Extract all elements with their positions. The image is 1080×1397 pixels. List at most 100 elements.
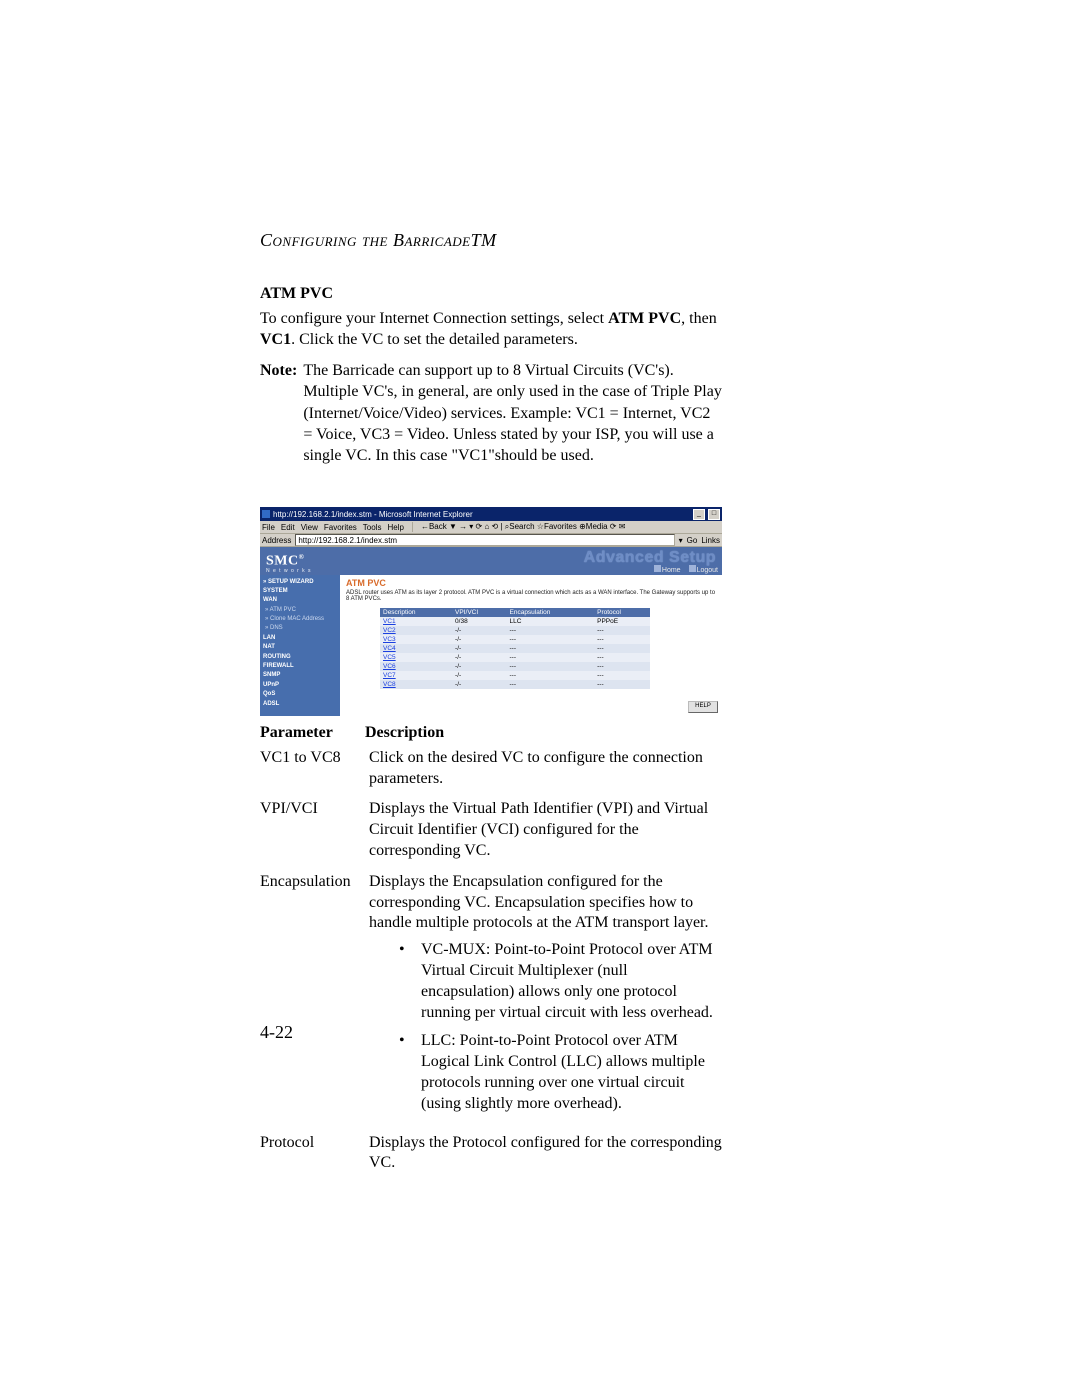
- vc-link[interactable]: VC8: [383, 681, 396, 688]
- section-heading: ATM PVC: [260, 283, 722, 304]
- vc-link[interactable]: VC1: [383, 618, 396, 625]
- vc-cell[interactable]: VC8: [380, 680, 452, 689]
- menu-help[interactable]: Help: [387, 523, 403, 532]
- links-label[interactable]: Links: [701, 536, 720, 545]
- param-name: VPI/VCI: [260, 799, 369, 861]
- address-value: http://192.168.2.1/index.stm: [298, 536, 397, 545]
- sidebar-item-11[interactable]: UPnP: [263, 680, 337, 689]
- vc-cell[interactable]: VC5: [380, 653, 452, 662]
- sidebar-item-9[interactable]: FIREWALL: [263, 662, 337, 671]
- vc-link[interactable]: VC7: [383, 672, 396, 679]
- vc-cell[interactable]: VC1: [380, 617, 452, 626]
- sidebar-item-13[interactable]: ADSL: [263, 699, 337, 708]
- sidebar-item-3[interactable]: » ATM PVC: [263, 605, 337, 614]
- sidebar-item-4[interactable]: » Clone MAC Address: [263, 615, 337, 624]
- sidebar-item-8[interactable]: ROUTING: [263, 652, 337, 661]
- logo-reg: ®: [299, 553, 305, 561]
- vc-link[interactable]: VC3: [383, 636, 396, 643]
- note-label: Note:: [260, 360, 297, 466]
- menu-favorites[interactable]: Favorites: [324, 523, 357, 532]
- param-row: EncapsulationDisplays the Encapsulation …: [260, 872, 722, 1123]
- vc-cell: ---: [507, 626, 595, 635]
- home-link-label: Home: [662, 567, 681, 574]
- vc-col-2: Encapsulation: [507, 608, 595, 617]
- go-button[interactable]: Go: [687, 536, 698, 545]
- vc-cell[interactable]: VC7: [380, 671, 452, 680]
- home-icon: [654, 565, 661, 572]
- help-button[interactable]: HELP: [688, 701, 718, 713]
- param-description: Displays the Encapsulation configured fo…: [369, 872, 722, 1123]
- table-row: VC7-/-------: [380, 671, 650, 680]
- sidebar-item-6[interactable]: LAN: [263, 633, 337, 642]
- ie-icon: [262, 510, 270, 518]
- table-row: VC3-/-------: [380, 635, 650, 644]
- vc-cell: ---: [594, 644, 650, 653]
- sidebar: » SETUP WIZARDSYSTEMWAN» ATM PVC» Clone …: [260, 575, 340, 716]
- p1a: To configure your Internet Connection se…: [260, 310, 608, 327]
- sidebar-item-2[interactable]: WAN: [263, 596, 337, 605]
- vc-link[interactable]: VC6: [383, 663, 396, 670]
- param-bullets: VC-MUX: Point-to-Point Protocol over ATM…: [369, 940, 722, 1114]
- sidebar-item-12[interactable]: QoS: [263, 690, 337, 699]
- vc-cell: ---: [594, 635, 650, 644]
- vc-cell: -/-: [452, 680, 506, 689]
- sidebar-item-1[interactable]: SYSTEM: [263, 586, 337, 595]
- vc-cell: ---: [507, 671, 595, 680]
- param-description: Displays the Protocol configured for the…: [369, 1133, 722, 1175]
- vc-cell: -/-: [452, 653, 506, 662]
- table-row: VC6-/-------: [380, 662, 650, 671]
- vc-cell[interactable]: VC4: [380, 644, 452, 653]
- vc-cell: -/-: [452, 671, 506, 680]
- logout-link[interactable]: Logout: [689, 565, 718, 574]
- vc-table: DescriptionVPI/VCIEncapsulationProtocol …: [380, 608, 650, 689]
- vc-cell: ---: [507, 680, 595, 689]
- note-block: Note: The Barricade can support up to 8 …: [260, 360, 722, 466]
- vc-cell: ---: [507, 644, 595, 653]
- sidebar-item-0[interactable]: » SETUP WIZARD: [263, 577, 337, 586]
- vc-cell: ---: [594, 671, 650, 680]
- sidebar-item-7[interactable]: NAT: [263, 643, 337, 652]
- dropdown-icon[interactable]: ▾: [679, 536, 683, 545]
- param-table-header: Parameter Description: [260, 723, 722, 744]
- embedded-screenshot: http://192.168.2.1/index.stm - Microsoft…: [260, 507, 722, 714]
- ie-titlebar: http://192.168.2.1/index.stm - Microsoft…: [260, 507, 722, 521]
- sidebar-item-10[interactable]: SNMP: [263, 671, 337, 680]
- vc-link[interactable]: VC2: [383, 627, 396, 634]
- vc-link[interactable]: VC5: [383, 654, 396, 661]
- logout-icon: [689, 565, 696, 572]
- table-row: VC5-/-------: [380, 653, 650, 662]
- menu-file[interactable]: File: [262, 523, 275, 532]
- header-parameter: Parameter: [260, 723, 365, 744]
- address-input[interactable]: http://192.168.2.1/index.stm: [295, 534, 674, 546]
- vc-cell[interactable]: VC3: [380, 635, 452, 644]
- vc-cell: -/-: [452, 626, 506, 635]
- maximize-button[interactable]: □: [708, 509, 720, 520]
- menu-edit[interactable]: Edit: [281, 523, 295, 532]
- table-row: VC8-/-------: [380, 680, 650, 689]
- vc-cell: ---: [594, 653, 650, 662]
- home-link[interactable]: Home: [654, 565, 681, 574]
- param-description: Click on the desired VC to configure the…: [369, 748, 722, 790]
- logout-link-label: Logout: [697, 567, 718, 574]
- content-pane: ATM PVC ADSL router uses ATM as its laye…: [340, 575, 722, 716]
- menu-tools[interactable]: Tools: [363, 523, 382, 532]
- vc-cell[interactable]: VC6: [380, 662, 452, 671]
- minimize-button[interactable]: _: [693, 509, 705, 520]
- logo-text: SMC: [266, 553, 299, 568]
- vc-cell: ---: [507, 635, 595, 644]
- vc-col-0: Description: [380, 608, 452, 617]
- p1c: , then: [681, 310, 717, 327]
- pane-title: ATM PVC: [346, 578, 716, 588]
- menu-view[interactable]: View: [301, 523, 318, 532]
- vc-link[interactable]: VC4: [383, 645, 396, 652]
- address-label: Address: [262, 536, 291, 545]
- vc-cell[interactable]: VC2: [380, 626, 452, 635]
- ie-menubar: File Edit View Favorites Tools Help ←Bac…: [260, 521, 722, 534]
- param-row: VPI/VCIDisplays the Virtual Path Identif…: [260, 799, 722, 861]
- vc-cell: -/-: [452, 662, 506, 671]
- smc-banner: SMC® N e t w o r k s Advanced Setup Home…: [260, 547, 722, 575]
- sidebar-item-5[interactable]: » DNS: [263, 624, 337, 633]
- header-description: Description: [365, 723, 722, 744]
- vc-cell: ---: [594, 680, 650, 689]
- ie-toolbar[interactable]: ←Back ▼ → ▾ ⟳ ⌂ ⟲ | ⌕Search ☆Favorites ⊕…: [421, 522, 626, 532]
